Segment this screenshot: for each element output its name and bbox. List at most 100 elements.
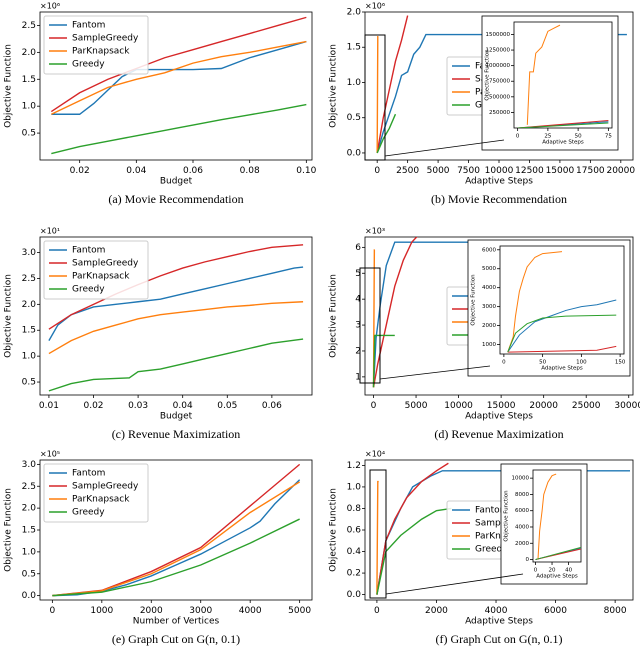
x-tick-label: 50 [539, 359, 546, 365]
legend-label: ParKnapsack [72, 47, 130, 57]
y-tick-label: 0.0 [347, 590, 362, 600]
legend-label: SampleGreedy [72, 259, 139, 269]
x-tick-label: 0.04 [126, 166, 146, 176]
y-tick-label: 750000 [489, 79, 510, 85]
y-tick-label: 8000 [515, 492, 529, 498]
legend-label: Greedy [72, 285, 105, 295]
y-tick-label: 1 [355, 372, 361, 382]
axes-frame [39, 11, 313, 161]
legend-label: Greedy [475, 545, 508, 555]
y-axis-label: Objective Function [471, 274, 477, 326]
axes-frame [364, 236, 634, 396]
y-tick-label: 1.5 [22, 75, 36, 85]
y-tick-label: 4000 [515, 524, 529, 530]
y-tick-label: 1.0 [22, 547, 37, 557]
y-tick-label: 1.0 [22, 102, 37, 112]
x-tick-label: 2000 [425, 606, 448, 616]
x-tick-label: 100 [576, 359, 587, 365]
y-axis-label: Objective Function [4, 488, 14, 572]
y-tick-label: 1.0 [22, 352, 37, 362]
series-line [537, 473, 557, 560]
legend-box [43, 240, 149, 300]
x-tick-label: 0.08 [240, 166, 260, 176]
series-line [376, 480, 379, 595]
inset-background [500, 463, 588, 585]
y-tick-label: 2 [355, 346, 361, 356]
x-tick-label: 0 [516, 133, 520, 139]
caption: (e) Graph Cut on G(n, 0.1) [112, 632, 240, 646]
x-tick-label: 8000 [604, 606, 627, 616]
x-tick-label: 1000 [90, 606, 113, 616]
series-line [52, 518, 300, 597]
series-line [507, 314, 617, 353]
axes-frame [499, 245, 625, 355]
x-tick-label: 12500 [515, 166, 544, 176]
zoom-box [369, 469, 387, 599]
series-line [50, 16, 307, 113]
series-line [526, 24, 561, 125]
series-line [51, 40, 307, 115]
y-tick-label: 1.5 [22, 326, 36, 336]
legend-label: Fantom [72, 246, 105, 256]
chart-panel: 0.02 0.04 0.06 0.08 0.10 0.5 1.0 1.5 2.0 2.5 Budge… [4, 2, 317, 206]
series-line [376, 33, 627, 154]
x-tick-label: 3000 [189, 606, 212, 616]
x-tick-label: 0.06 [183, 166, 203, 176]
x-tick-label: 0 [374, 166, 380, 176]
axis-offset-label: ×10⁶ [40, 2, 60, 11]
series-line [372, 334, 395, 388]
y-tick-label: 2.0 [22, 300, 37, 310]
y-tick-label: 0.5 [22, 378, 36, 388]
x-tick-label: 7500 [457, 166, 480, 176]
x-tick-label: 6000 [544, 606, 567, 616]
y-tick-label: 1000000 [486, 63, 511, 69]
axis-offset-label: ×10³ [365, 227, 385, 236]
caption: (a) Movie Recommendation [108, 192, 243, 206]
axes-frame [39, 236, 313, 396]
x-tick-label: 0 [374, 606, 380, 616]
y-tick-label: 2000 [482, 323, 496, 329]
y-tick-label: 2.5 [22, 21, 36, 31]
x-tick-label: 2000 [140, 606, 163, 616]
x-tick-label: 0 [502, 359, 506, 365]
y-axis-label: Objective Function [329, 44, 339, 128]
y-axis-label: Objective Function [4, 44, 14, 128]
y-tick-label: 1.5 [22, 526, 36, 536]
axis-offset-label: ×10⁵ [40, 450, 60, 459]
y-tick-label: 6000 [482, 247, 496, 253]
inset-chart: 0 50 100 150 1000 2000 3000 4000 5000 6000 Adaptiv… [467, 239, 631, 377]
legend-label: Fantom [72, 469, 105, 479]
series-line [48, 244, 304, 330]
series-line [52, 481, 301, 597]
x-tick-label: 0 [371, 401, 377, 411]
series-line [507, 345, 617, 353]
x-tick-label: 0 [534, 567, 538, 573]
x-tick-label: 0.06 [262, 401, 282, 411]
series-line [507, 299, 617, 353]
y-tick-label: 0.5 [22, 129, 36, 139]
x-tick-label: 25 [544, 133, 551, 139]
x-tick-label: 20000 [606, 166, 635, 176]
y-tick-label: 2.0 [22, 504, 37, 514]
y-tick-label: 5000 [482, 266, 496, 272]
y-tick-label: 1.0 [347, 482, 362, 492]
x-axis-label: Number of Vertices [133, 617, 220, 627]
caption: (b) Movie Recommendation [431, 192, 567, 206]
x-tick-label: 0.02 [70, 166, 90, 176]
y-tick-label: 3.0 [22, 460, 37, 470]
y-tick-label: 0.2 [347, 569, 361, 579]
caption: (d) Revenue Maximization [434, 427, 563, 441]
y-tick-label: 1.2 [347, 461, 361, 471]
y-axis-label: Objective Function [4, 274, 14, 358]
x-tick-label: 75 [605, 133, 612, 139]
x-axis-label: Budget [160, 412, 193, 422]
y-tick-label: 0.0 [347, 148, 362, 158]
legend-label: SampleGreedy [72, 482, 139, 492]
x-tick-label: 150 [615, 359, 626, 365]
series-line [51, 103, 307, 155]
series-line [372, 237, 418, 388]
legend-label: SampleGreedy [72, 34, 139, 44]
x-tick-label: 40 [565, 567, 572, 573]
axes-frame [513, 21, 613, 129]
